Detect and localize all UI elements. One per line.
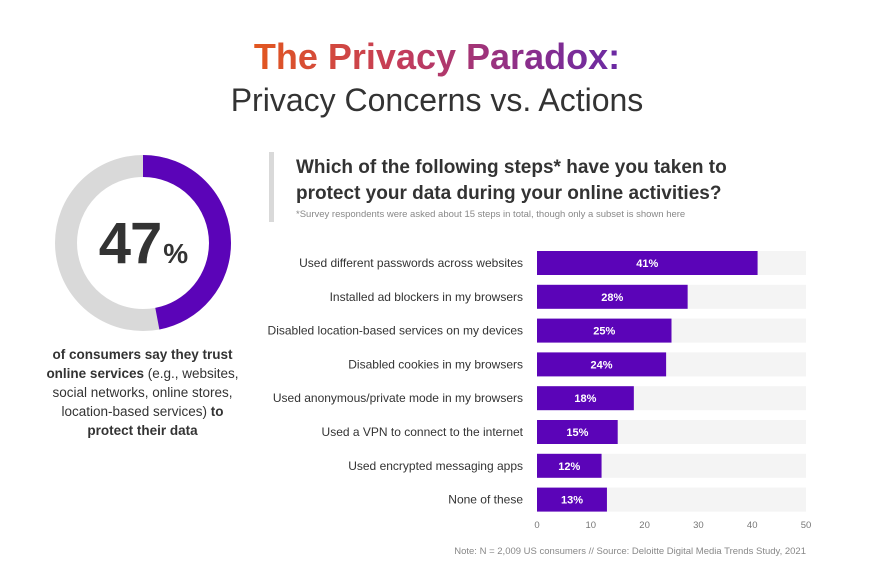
donut-fill bbox=[55, 155, 231, 331]
chart-title: The Privacy Paradox: bbox=[0, 36, 874, 78]
bar bbox=[537, 453, 602, 478]
category-label: Used encrypted messaging apps bbox=[348, 459, 523, 473]
x-tick-label: 50 bbox=[801, 520, 812, 531]
value-label: 13% bbox=[561, 495, 583, 507]
source-footnote: Note: N = 2,009 US consumers // Source: … bbox=[454, 546, 806, 557]
x-tick-label: 20 bbox=[639, 520, 650, 531]
category-label: Used a VPN to connect to the internet bbox=[322, 425, 524, 439]
desc-bold-1: of consumers say they trust online servi… bbox=[46, 347, 233, 381]
chart-subtitle: Privacy Concerns vs. Actions bbox=[230, 82, 644, 118]
value-label: 15% bbox=[566, 427, 588, 439]
category-label: Disabled location-based services on my d… bbox=[268, 324, 523, 338]
headline-percent-symbol: % bbox=[163, 238, 188, 269]
bar bbox=[537, 420, 618, 444]
value-label: 41% bbox=[636, 258, 658, 270]
headline-percentage: 47% bbox=[54, 212, 232, 286]
headline-number: 47 bbox=[98, 211, 163, 276]
question-note: *Survey respondents were asked about 15 … bbox=[296, 209, 686, 220]
category-label: Used anonymous/private mode in my browse… bbox=[273, 391, 523, 405]
value-label: 24% bbox=[591, 359, 613, 371]
bar bbox=[537, 284, 688, 309]
category-label: Disabled cookies in my browsers bbox=[348, 357, 523, 371]
question-heading: Which of the following steps* have you t… bbox=[296, 157, 727, 204]
x-tick-label: 30 bbox=[693, 520, 704, 531]
value-label: 25% bbox=[593, 326, 615, 338]
desc-normal: (e.g., websites, social networks, online… bbox=[52, 366, 239, 419]
x-tick-label: 40 bbox=[747, 520, 758, 531]
value-label: 12% bbox=[558, 461, 580, 473]
bar bbox=[537, 386, 634, 411]
desc-bold-2: to protect their data bbox=[87, 404, 224, 438]
x-tick-label: 10 bbox=[586, 520, 597, 531]
category-label: None of these bbox=[448, 493, 523, 507]
headline-description: of consumers say they trust online servi… bbox=[40, 345, 245, 440]
x-tick-label: 0 bbox=[534, 520, 539, 531]
bar bbox=[537, 487, 607, 512]
value-label: 18% bbox=[574, 393, 596, 405]
bar bbox=[537, 251, 758, 275]
question-accent-bar bbox=[269, 152, 274, 222]
category-label: Used different passwords across websites bbox=[299, 256, 523, 270]
category-label: Installed ad blockers in my browsers bbox=[330, 290, 523, 304]
value-label: 28% bbox=[601, 292, 623, 304]
trust-donut bbox=[55, 155, 231, 331]
bar bbox=[537, 318, 672, 343]
title-line-1: The Privacy Paradox: bbox=[253, 36, 621, 77]
bar bbox=[537, 352, 667, 377]
